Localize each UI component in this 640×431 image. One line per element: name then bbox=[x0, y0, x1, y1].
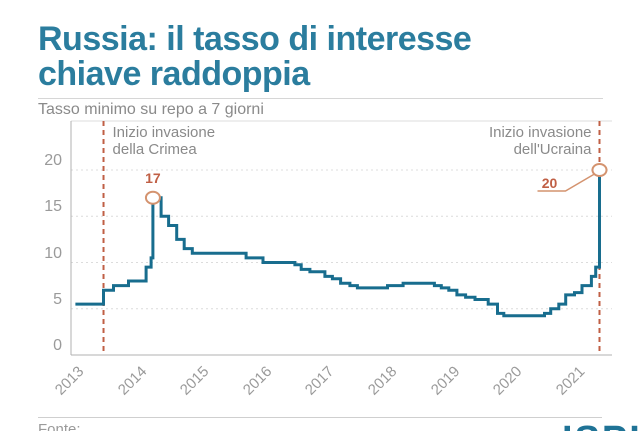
event-label-line: dell'Ucraina bbox=[513, 141, 592, 158]
page-title-line-1: Russia: il tasso di interesse bbox=[38, 20, 472, 58]
label-leader-line bbox=[537, 173, 595, 192]
page-title: Russia: il tasso di interesse chiave rad… bbox=[38, 22, 623, 92]
event-label-ukraine-invasion: Inizio invasione dell'Ucraina bbox=[489, 124, 592, 158]
point-label-17: 17 bbox=[145, 169, 161, 186]
title-divider bbox=[38, 98, 603, 99]
event-label-line: Inizio invasione bbox=[488, 124, 592, 141]
y-tick-20: 20 bbox=[44, 152, 62, 170]
point-label-20: 20 bbox=[541, 175, 558, 192]
event-label-crimea-invasion: Inizio invasione della Crimea bbox=[113, 124, 216, 158]
event-label-line: Inizio invasione bbox=[112, 124, 216, 141]
ispi-logo: ISPI bbox=[562, 419, 640, 431]
y-tick-15: 15 bbox=[44, 198, 62, 216]
data-point-marker bbox=[144, 190, 161, 205]
chart-subtitle: Tasso minimo su repo a 7 giorni bbox=[38, 101, 264, 118]
page-title-line-2: chiave raddoppia bbox=[38, 55, 310, 93]
source-label: Fonte: bbox=[38, 421, 81, 431]
rate-step-line bbox=[75, 170, 601, 318]
event-label-line: della Crimea bbox=[112, 141, 197, 158]
data-point-marker bbox=[591, 163, 608, 178]
y-tick-5: 5 bbox=[53, 290, 62, 308]
footer-divider bbox=[38, 417, 602, 418]
y-tick-0: 0 bbox=[53, 337, 62, 354]
y-tick-10: 10 bbox=[44, 244, 62, 262]
